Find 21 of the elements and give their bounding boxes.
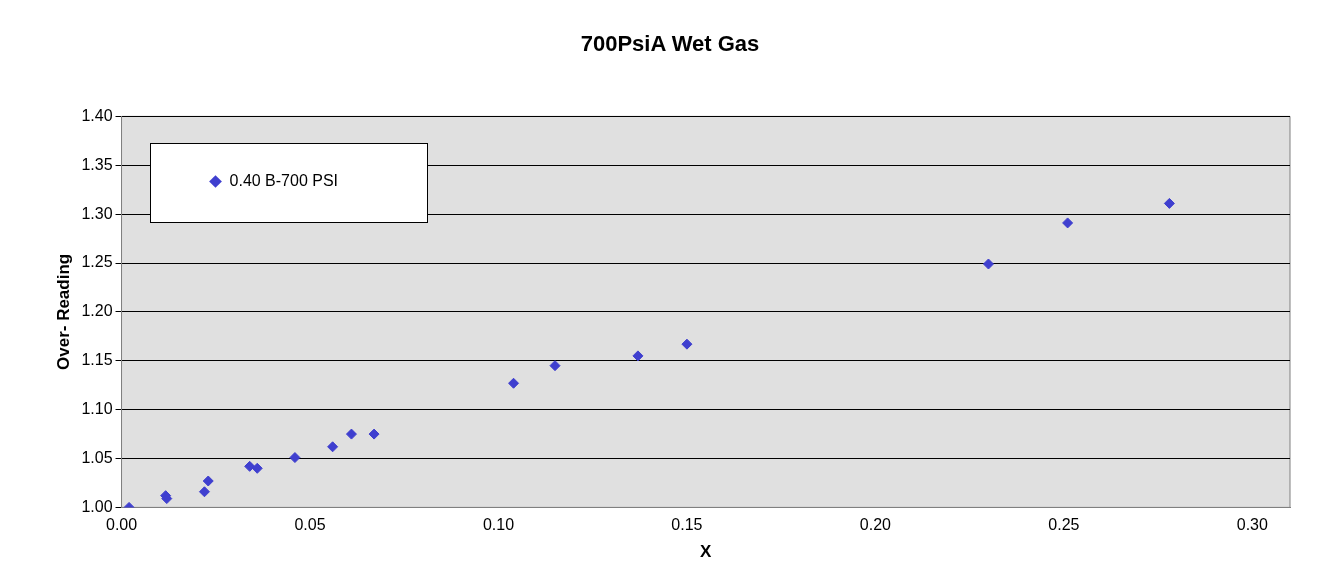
y-tick-label: 1.25 (81, 253, 113, 271)
legend-label: 0.40 B-700 PSI (229, 172, 339, 191)
y-axis-title: Over- Reading (53, 253, 73, 370)
x-tick-label: 0.15 (671, 516, 703, 534)
y-tick-label: 1.15 (81, 351, 113, 369)
x-axis-title: X (700, 542, 713, 562)
x-tick-label: 0.30 (1236, 516, 1268, 534)
y-tick-label: 1.05 (81, 448, 113, 466)
x-tick-label: 0.20 (859, 516, 892, 534)
legend: 0.40 B-700 PSI (149, 143, 428, 224)
x-tick-label: 0.10 (482, 516, 515, 534)
x-tick-label: 0.05 (294, 516, 326, 534)
y-tick-label: 1.00 (81, 497, 113, 515)
y-tick-label: 1.40 (81, 106, 113, 124)
y-tick-label: 1.35 (81, 155, 113, 173)
y-tick-label: 1.20 (81, 302, 113, 320)
x-tick-label: 0.00 (105, 516, 138, 534)
y-tick-label: 1.30 (81, 204, 113, 222)
x-tick-label: 0.25 (1048, 516, 1080, 534)
chart-title: 700PsiA Wet Gas (580, 31, 760, 57)
y-tick-label: 1.10 (81, 400, 113, 418)
